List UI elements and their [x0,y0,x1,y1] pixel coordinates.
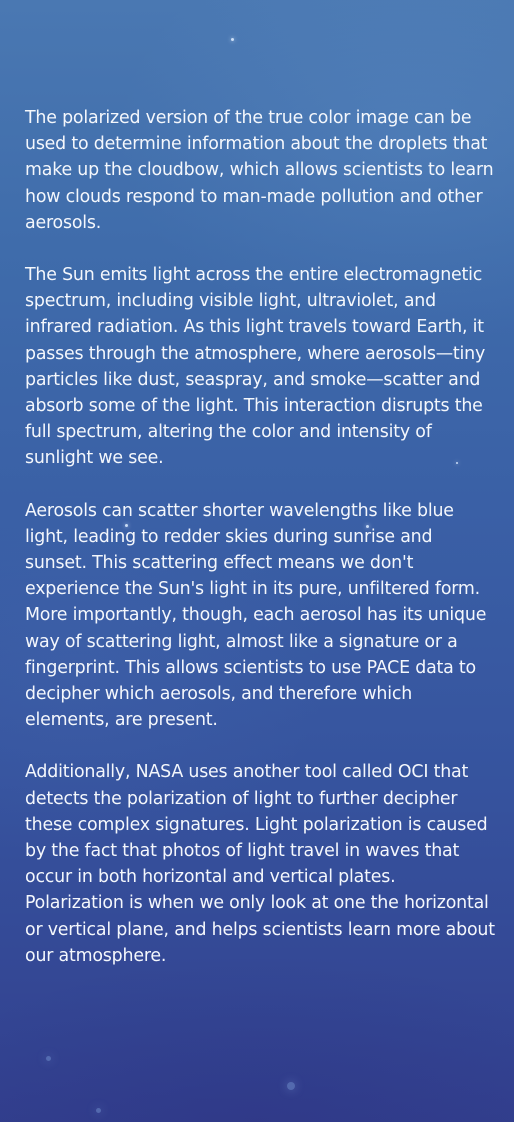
paragraph-sun-spectrum: The Sun emits light across the entire el… [25,265,486,469]
paragraph-cloudbow-polarization: The polarized version of the true color … [25,108,494,233]
star-decoration [366,525,369,528]
star-decoration [125,524,128,527]
star-decoration [46,1056,51,1061]
star-decoration [96,1108,101,1113]
article-body: The polarized version of the true color … [25,105,495,995]
star-decoration [456,462,458,464]
star-decoration [287,1082,295,1090]
paragraph-oci-polarization: Additionally, NASA uses another tool cal… [25,762,495,966]
star-decoration [231,38,234,41]
paragraph-aerosol-scattering: Aerosols can scatter shorter wavelengths… [25,500,487,731]
